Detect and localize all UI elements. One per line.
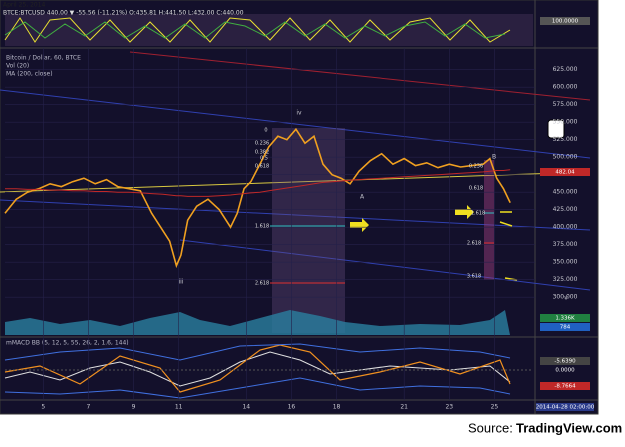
x-tick-label: 14: [242, 404, 250, 411]
annotation: 2.618: [467, 241, 481, 247]
axis-badge: [540, 382, 590, 390]
y-tick-label: 600.000: [553, 84, 578, 91]
band-line: [4, 343, 511, 361]
annotation: 0: [264, 128, 267, 134]
price-line: [4, 127, 511, 269]
oscillator-line: [4, 17, 511, 43]
axis-badge-label: -5.6390: [554, 359, 576, 365]
source-label: Source:: [468, 420, 513, 435]
y-tick-label: 500.000: [553, 154, 578, 161]
annotation: 1.618: [255, 224, 269, 230]
y-tick-label: 300.000: [553, 294, 578, 301]
axis-badge-label: 482.04: [555, 170, 575, 176]
annotation: 0.382: [255, 150, 269, 156]
annotation: iv: [296, 110, 302, 117]
frame: [0, 0, 599, 415]
trend-line: [179, 239, 591, 291]
axis-badge: [540, 168, 590, 176]
axis-badge-label: -8.7664: [554, 384, 576, 390]
axis-badge: [536, 403, 594, 411]
y-tick-label: 625.000: [553, 66, 578, 73]
axis-badge: [540, 17, 590, 25]
y-tick-label: 575.000: [553, 101, 578, 108]
x-tick-label: 21: [400, 404, 408, 411]
ma-line: [5, 169, 511, 197]
x-tick-label: 23: [445, 404, 453, 411]
annotation: iii: [178, 279, 183, 286]
volume-area: [5, 310, 510, 335]
date-header: April 25, 2014: [3, 2, 46, 9]
annotation: 0.618: [255, 164, 269, 170]
trend-line: [0, 171, 591, 193]
fib-zone: [484, 160, 494, 280]
x-tick-label: 18: [333, 404, 341, 411]
x-tick-label: 9: [132, 404, 136, 411]
trend-line: [0, 199, 591, 231]
axis-badge-label: 784: [560, 325, 571, 331]
x-tick-label: 7: [87, 404, 91, 411]
y-tick-label: 425.000: [553, 206, 578, 213]
band-line: [4, 377, 511, 399]
trend-line: [129, 51, 591, 101]
signal-line: [4, 344, 511, 393]
arrow-icon: [350, 218, 369, 232]
x-tick-label: 11: [175, 404, 183, 411]
fib-zone: [272, 128, 345, 333]
source-link: TradingView.com: [516, 420, 622, 435]
annotation: 0.236: [469, 164, 483, 170]
axis-badge-label: 100.0000: [552, 19, 579, 25]
annotation: 0.618: [469, 186, 483, 192]
arrow-icon: [455, 205, 474, 219]
y-tick-label: 400.000: [553, 224, 578, 231]
axis-badge-label: 2014-04-28 02:00:00: [536, 405, 595, 411]
annotation: 0.236: [255, 141, 269, 147]
x-tick-label: 5: [41, 404, 45, 411]
oscillator-band: [5, 14, 533, 46]
annotation: B: [492, 154, 496, 161]
y-tick-label: 450.000: [553, 189, 578, 196]
marker: [499, 221, 513, 227]
x-tick-label: 16: [288, 404, 296, 411]
axis-badge-label: 1.336K: [555, 316, 575, 322]
legend-entry: MA (200, close): [6, 71, 53, 78]
axis-badge: [540, 357, 590, 365]
background: [0, 0, 598, 414]
annotation: v: [564, 295, 568, 302]
y-tick-label: 525.000: [553, 136, 578, 143]
annotation: 2.618: [255, 281, 269, 287]
volume-legend: Vol (20): [6, 63, 29, 70]
y-tick-label: 325.000: [553, 276, 578, 283]
y-tick-label: 375.000: [553, 241, 578, 248]
axis-badge: [540, 314, 590, 322]
y-tick-label: 350.000: [553, 259, 578, 266]
annotation: 1.618: [471, 211, 485, 217]
axis-badge-label: 0.0000: [555, 368, 575, 374]
y-tick-label: 550.000: [553, 119, 578, 126]
hand-icon: [547, 119, 565, 139]
x-tick-label: 25: [491, 404, 499, 411]
annotation: 3.618: [467, 274, 481, 280]
macd-legend: mMACD BB (5, 12, 5, 55, 26, 2, 1.6, 144): [6, 340, 129, 347]
trend-line: [0, 89, 591, 159]
ticker: BTCE:BTCUSD 440.00 ▼ -55.56 (-11.21%) O:…: [3, 10, 244, 17]
annotation: 0.5: [260, 156, 268, 162]
annotation: A: [360, 194, 365, 201]
oscillator-line: [4, 21, 506, 39]
axis-badge: [540, 323, 590, 331]
